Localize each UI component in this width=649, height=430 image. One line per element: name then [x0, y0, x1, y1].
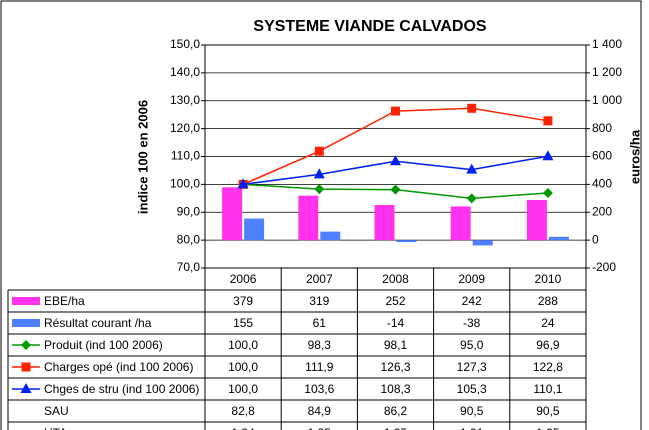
table-cell: 100,0 [228, 360, 258, 374]
legend-label: EBE/ha [44, 294, 85, 308]
marker [21, 340, 31, 350]
table-cell: 379 [233, 294, 253, 308]
table-cell: 103,6 [304, 382, 334, 396]
legend-label: Charges opé (ind 100 2006) [44, 360, 193, 374]
y2-tick-label: 600 [592, 149, 612, 163]
y-tick-label: 100,0 [170, 177, 200, 191]
y-tick-label: 130,0 [170, 93, 200, 107]
marker [314, 146, 324, 156]
y-tick-label: 80,0 [177, 232, 201, 246]
table-cell: 288 [538, 294, 558, 308]
marker [466, 193, 477, 204]
legend-swatch [12, 319, 40, 327]
marker [390, 155, 401, 166]
marker [542, 188, 553, 199]
y2-tick-label: 1 000 [592, 93, 622, 107]
table-cell: 90,5 [460, 404, 484, 418]
table-cell: 24 [541, 316, 555, 330]
table-cell: 86,2 [384, 404, 408, 418]
bar [222, 187, 243, 241]
y2-tick-label: 0 [592, 232, 599, 246]
marker [467, 103, 477, 113]
chart-title: SYSTEME VIANDE CALVADOS [253, 18, 487, 35]
table-cell: 242 [462, 294, 482, 308]
x-tick-label: 2008 [382, 272, 409, 286]
legend-label: Chges de stru (ind 100 2006) [44, 382, 199, 396]
y2-tick-label: 200 [592, 204, 612, 218]
y-tick-label: 140,0 [170, 65, 200, 79]
bar [320, 231, 341, 241]
bar [548, 236, 569, 241]
table-cell: 82,8 [231, 404, 255, 418]
table-cell: 110,1 [533, 382, 562, 396]
table-cell: 98,3 [308, 338, 332, 352]
table-cell: 1,31 [460, 426, 484, 430]
table-cell: 84,9 [308, 404, 332, 418]
y2-tick-label: 1 200 [592, 65, 622, 79]
table-cell: 252 [385, 294, 405, 308]
legend-label: Résultat courant /ha [44, 316, 152, 330]
table-cell: 90,5 [536, 404, 560, 418]
row-label: UTA [44, 426, 67, 430]
table-cell: -14 [387, 316, 405, 330]
y-tick-label: 90,0 [177, 204, 201, 218]
table-cell: 100,0 [228, 382, 258, 396]
marker [543, 116, 553, 126]
table-cell: 1,35 [308, 426, 332, 430]
table-cell: 108,3 [380, 382, 410, 396]
legend-label: Produit (ind 100 2006) [44, 338, 163, 352]
table-cell: 111,9 [305, 360, 334, 374]
table-cell: 105,3 [457, 382, 487, 396]
table-cell: 95,0 [460, 338, 484, 352]
x-tick-label: 2009 [458, 272, 485, 286]
table-cell: 1,35 [536, 426, 560, 430]
y2-axis-title: euros/ha [627, 129, 642, 184]
y2-tick-label: 1 400 [592, 37, 622, 51]
table-cell: 61 [313, 316, 327, 330]
marker [391, 106, 400, 116]
marker [466, 163, 478, 174]
table-cell: 319 [309, 294, 329, 308]
table-cell: -38 [463, 316, 481, 330]
x-tick-label: 2007 [306, 272, 333, 286]
marker [313, 168, 325, 179]
y2-tick-label: 400 [592, 177, 612, 191]
table-cell: 1,34 [231, 426, 255, 430]
bar [374, 205, 395, 241]
table-cell: 1,35 [384, 426, 408, 430]
table-cell: 155 [233, 316, 253, 330]
bar [450, 206, 471, 241]
table-cell: 126,3 [380, 360, 410, 374]
marker [542, 150, 554, 161]
bar [298, 195, 319, 241]
y-tick-label: 150,0 [170, 37, 200, 51]
marker [20, 383, 32, 393]
table-cell: 122,8 [533, 360, 563, 374]
table-cell: 98,1 [384, 338, 408, 352]
y-axis-title: indice 100 en 2006 [135, 100, 150, 214]
bar [472, 240, 493, 246]
marker [237, 178, 249, 189]
legend-swatch [12, 297, 40, 305]
table-cell: 96,9 [536, 338, 560, 352]
marker [21, 362, 31, 372]
y2-tick-label: -200 [592, 260, 616, 274]
y-tick-label: 110,0 [171, 149, 200, 163]
bar [396, 240, 417, 243]
y-tick-label: 120,0 [170, 121, 200, 135]
y2-tick-label: 800 [592, 121, 612, 135]
row-label: SAU [44, 404, 69, 418]
marker [314, 184, 325, 195]
y-tick-label: 70,0 [177, 260, 201, 274]
table-cell: 100,0 [228, 338, 258, 352]
x-tick-label: 2010 [535, 272, 562, 286]
bar [526, 199, 547, 241]
bar [244, 218, 265, 241]
x-tick-label: 2006 [230, 272, 257, 286]
table-cell: 127,3 [457, 360, 487, 374]
marker [390, 184, 401, 195]
